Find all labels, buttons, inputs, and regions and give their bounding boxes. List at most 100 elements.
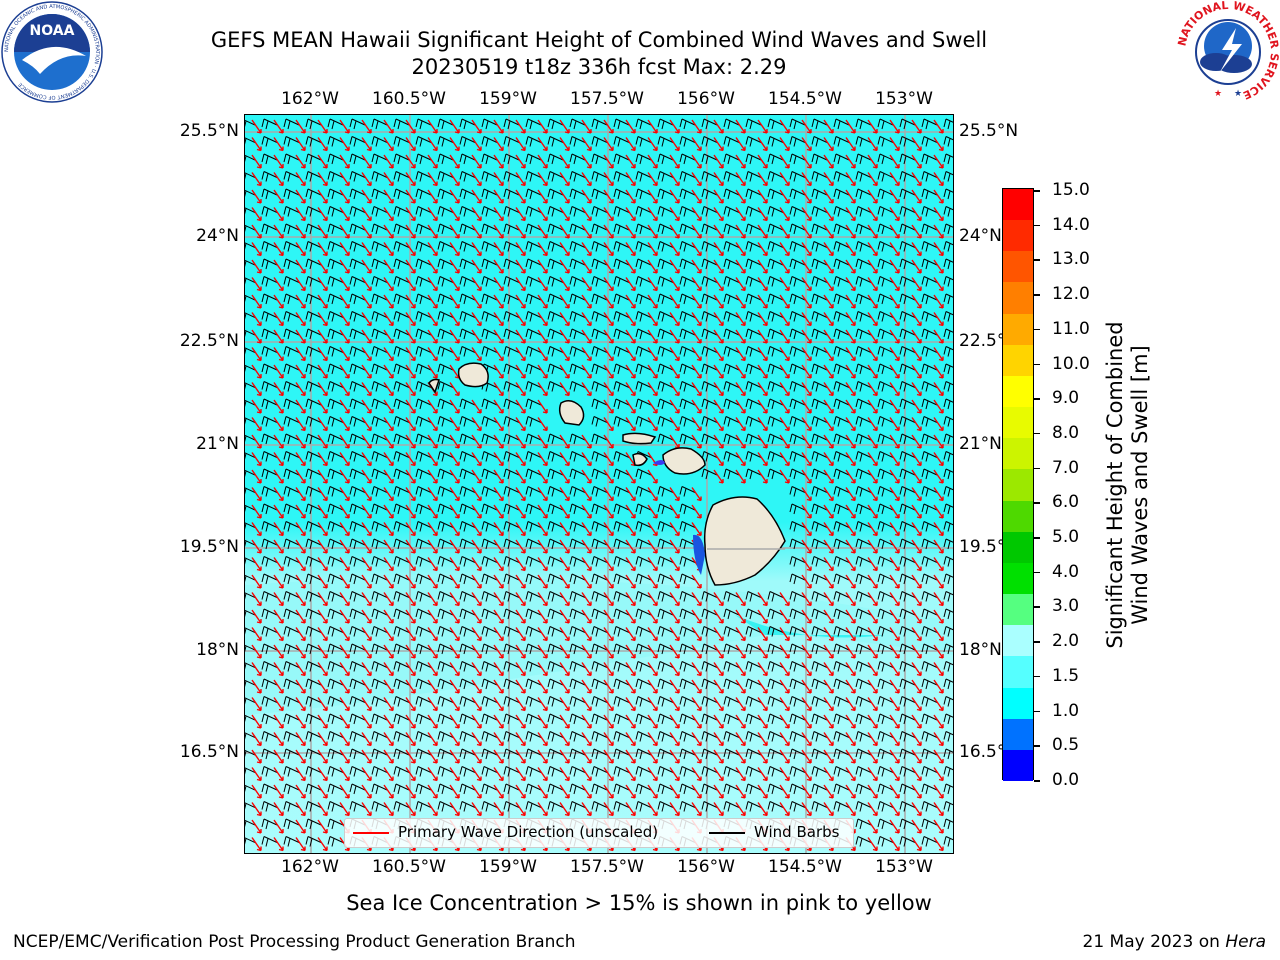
wind-barb (943, 258, 953, 270)
wind-barb (349, 241, 366, 252)
wave-arrow (537, 539, 548, 554)
wind-barb (921, 328, 938, 340)
wind-barb (877, 521, 894, 532)
wind-barb (591, 381, 608, 392)
wave-arrow (493, 522, 504, 537)
wind-barb (921, 818, 938, 830)
wind-barb (393, 696, 410, 707)
wind-barb (789, 486, 806, 497)
wave-arrow (933, 382, 944, 397)
wind-barb (701, 433, 718, 445)
wind-barb (327, 433, 344, 445)
wind-barb (349, 661, 366, 672)
svg-text:★: ★ (1234, 89, 1242, 99)
wind-barb (855, 783, 872, 795)
wave-arrow (647, 294, 658, 309)
wave-arrow (559, 364, 570, 379)
wave-arrow (625, 119, 636, 134)
wind-barb (657, 276, 674, 287)
wave-arrow (427, 697, 438, 712)
wave-arrow (823, 172, 834, 187)
wave-arrow (251, 347, 262, 362)
wave-arrow (779, 452, 790, 467)
wave-arrow (845, 749, 856, 764)
wind-barb (877, 188, 894, 200)
wind-barb (503, 398, 520, 410)
wind-barb (591, 696, 608, 707)
wave-arrow (295, 732, 306, 747)
wave-arrow (845, 294, 856, 309)
wind-barb (393, 258, 410, 270)
wind-barb (701, 346, 718, 357)
wind-barb (701, 416, 718, 427)
wind-barb (371, 346, 388, 357)
wave-arrow (735, 644, 746, 659)
wave-arrow (691, 417, 702, 432)
wave-arrow (537, 207, 548, 222)
wave-arrow (317, 644, 328, 659)
wave-arrow (911, 592, 922, 607)
wave-arrow (669, 627, 680, 642)
wind-barb (569, 521, 586, 532)
wind-barb (723, 258, 740, 270)
wind-barb (283, 398, 300, 410)
wind-barb (811, 118, 828, 130)
noaa-text: NOAA (30, 23, 75, 39)
wave-arrow (647, 574, 658, 589)
wind-barb (723, 206, 740, 217)
wave-arrow (823, 137, 834, 152)
wind-barb (591, 223, 608, 235)
wave-arrow (295, 434, 306, 449)
wave-arrow (273, 714, 284, 729)
wave-arrow (295, 714, 306, 729)
wind-barb (261, 398, 278, 410)
wind-barb (833, 451, 850, 462)
wind-barb (371, 171, 388, 182)
wind-barb (767, 748, 784, 760)
wind-barb (503, 241, 520, 252)
wave-arrow (559, 697, 570, 712)
wave-arrow (669, 242, 680, 257)
wind-barb (437, 171, 454, 182)
wind-barb (789, 398, 806, 410)
wave-arrow (823, 504, 834, 519)
wave-arrow (757, 679, 768, 694)
wind-barb (701, 468, 718, 480)
wave-arrow (867, 277, 878, 292)
wind-barb (899, 748, 916, 760)
wind-barb (921, 258, 938, 270)
wave-arrow (691, 592, 702, 607)
wind-barb (613, 468, 630, 480)
wave-arrow (867, 679, 878, 694)
wave-arrow (845, 277, 856, 292)
wave-arrow (735, 714, 746, 729)
wave-arrow (317, 399, 328, 414)
wave-arrow (713, 627, 724, 642)
wave-arrow (669, 557, 680, 572)
wave-arrow (713, 784, 724, 799)
wave-legend-label: Primary Wave Direction (unscaled) (398, 823, 659, 841)
wind-barb (503, 171, 520, 182)
wind-barb (877, 696, 894, 707)
wave-arrow (669, 329, 680, 344)
wind-barb (349, 521, 366, 532)
wave-arrow (757, 714, 768, 729)
wind-barb (305, 171, 322, 182)
wind-barb (371, 311, 388, 322)
wave-arrow (515, 679, 526, 694)
wave-arrow (823, 557, 834, 572)
wave-arrow (713, 592, 724, 607)
wave-arrow (537, 557, 548, 572)
wave-arrow (339, 434, 350, 449)
wave-arrow (383, 329, 394, 344)
wind-barb (393, 311, 410, 322)
wind-barb (745, 398, 762, 410)
wave-arrow (801, 574, 812, 589)
wind-barb (877, 678, 894, 690)
wind-barb (679, 293, 696, 305)
wind-barb (437, 538, 454, 550)
wind-barb (613, 381, 630, 392)
wave-arrow (339, 277, 350, 292)
wind-barb (767, 801, 784, 812)
wind-barb (613, 398, 630, 410)
